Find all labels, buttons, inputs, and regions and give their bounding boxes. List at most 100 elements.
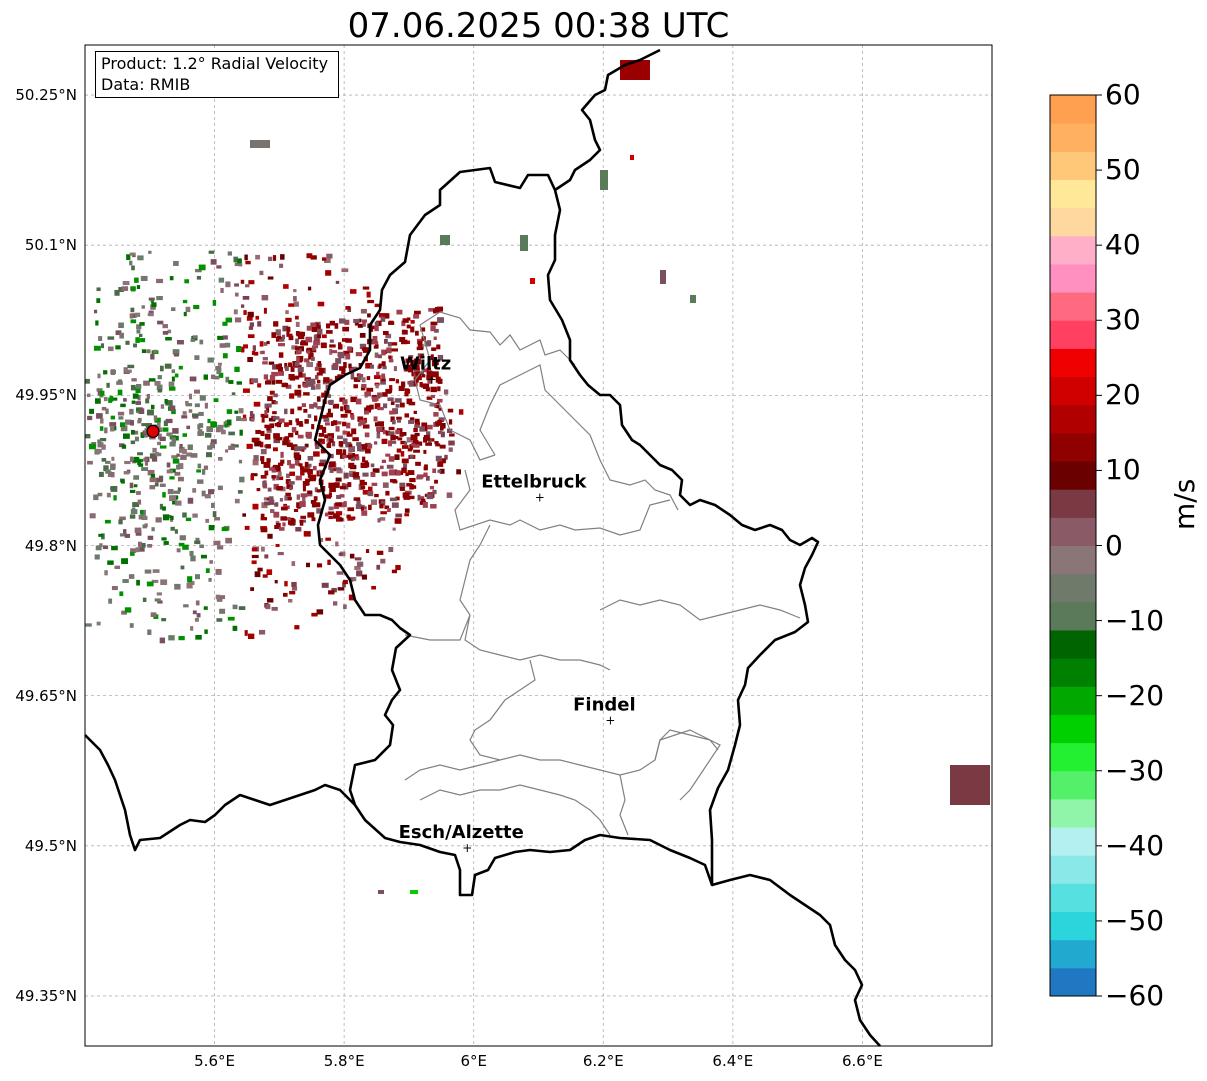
echo-pixel xyxy=(232,625,238,631)
echo-pixel xyxy=(130,384,136,391)
echo-pixel xyxy=(291,561,296,567)
echo-pixel xyxy=(103,465,109,472)
echo-pixel xyxy=(296,349,302,355)
echo-pixel xyxy=(335,467,342,471)
echo-pixel xyxy=(276,486,283,491)
echo-pixel xyxy=(358,318,362,323)
echo-pixel xyxy=(360,506,364,511)
echo-pixel xyxy=(87,460,93,465)
echo-pixel xyxy=(384,313,390,319)
echo-pixel xyxy=(249,322,254,327)
echo-pixel xyxy=(250,140,270,148)
echo-pixel xyxy=(141,467,149,471)
colorbar-segment xyxy=(1050,573,1096,603)
echo-pixel xyxy=(218,595,226,600)
echo-pixel xyxy=(437,386,441,392)
colorbar-segment xyxy=(1050,348,1096,378)
echo-pixel xyxy=(404,388,409,392)
echo-pixel xyxy=(343,472,349,479)
echo-pixel xyxy=(104,427,108,434)
echo-pixel xyxy=(131,378,137,382)
echo-pixel xyxy=(291,345,298,350)
echo-pixel xyxy=(137,452,143,456)
canton-line-remich xyxy=(619,774,629,836)
echo-pixel xyxy=(334,375,339,380)
echo-pixel xyxy=(259,270,264,276)
echo-pixel xyxy=(272,447,278,452)
echo-pixel xyxy=(310,322,317,327)
echo-pixel xyxy=(401,467,407,472)
echo-pixel xyxy=(147,312,154,316)
echo-pixel xyxy=(218,372,224,378)
echo-pixel xyxy=(156,477,163,483)
echo-pixel xyxy=(264,433,271,440)
echo-pixel xyxy=(326,443,330,448)
echo-pixel xyxy=(437,469,442,473)
echo-pixel xyxy=(420,383,428,388)
city-label: Wiltz xyxy=(400,353,451,374)
echo-pixel xyxy=(149,453,157,459)
echo-pixel xyxy=(145,398,150,404)
echo-pixel xyxy=(362,322,366,327)
echo-pixel xyxy=(329,339,334,343)
echo-pixel xyxy=(317,425,323,430)
echo-pixel xyxy=(291,586,298,591)
echo-pixel xyxy=(397,437,403,441)
echo-pixel xyxy=(376,432,381,439)
echo-pixel xyxy=(110,463,116,470)
echo-pixel xyxy=(413,314,420,319)
echo-pixel xyxy=(311,424,315,430)
colorbar-tick-label: 0 xyxy=(1105,528,1123,562)
echo-pixel xyxy=(406,317,411,321)
echo-pixel xyxy=(440,235,450,245)
echo-pixel xyxy=(241,417,247,422)
echo-pixel xyxy=(88,443,96,450)
echo-pixel xyxy=(448,440,455,446)
echo-pixel xyxy=(190,338,196,342)
echo-pixel xyxy=(281,382,289,388)
echo-pixel xyxy=(321,257,327,261)
echo-pixel xyxy=(135,312,141,317)
echo-pixel xyxy=(209,442,216,449)
echo-pixel xyxy=(427,424,433,430)
echo-pixel xyxy=(407,470,415,475)
echo-pixel xyxy=(210,259,217,265)
echo-pixel xyxy=(205,452,212,458)
echo-pixel xyxy=(288,335,294,341)
echo-pixel xyxy=(268,361,275,365)
echo-pixel xyxy=(154,482,159,487)
echo-pixel xyxy=(275,379,283,384)
echo-pixel xyxy=(201,468,206,475)
echo-pixel xyxy=(286,326,291,332)
echo-pixel xyxy=(156,592,162,596)
echo-pixel xyxy=(373,416,378,422)
echo-pixel xyxy=(374,321,379,326)
radar-echoes xyxy=(85,60,990,894)
echo-pixel xyxy=(346,422,351,429)
echo-pixel xyxy=(408,495,415,500)
echo-pixel xyxy=(192,488,197,493)
echo-pixel xyxy=(314,441,319,447)
echo-pixel xyxy=(193,304,200,310)
echo-pixel xyxy=(385,388,393,393)
echo-pixel xyxy=(159,365,164,372)
map-frame xyxy=(84,44,993,1047)
echo-pixel xyxy=(289,471,296,476)
echo-pixel xyxy=(335,280,340,284)
echo-pixel xyxy=(234,283,239,287)
echo-pixel xyxy=(364,407,371,413)
echo-pixel xyxy=(315,325,321,331)
echo-pixel xyxy=(380,316,386,322)
echo-pixel xyxy=(177,463,184,470)
echo-pixel xyxy=(381,471,388,477)
echo-pixel xyxy=(267,276,274,280)
colorbar-segment xyxy=(1050,376,1096,406)
echo-pixel xyxy=(416,346,424,351)
echo-pixel xyxy=(225,537,233,544)
colorbar-tick-label: −40 xyxy=(1105,828,1165,862)
echo-pixel xyxy=(421,374,426,378)
echo-pixel xyxy=(137,417,142,422)
echo-pixel xyxy=(404,413,410,418)
echo-pixel xyxy=(225,449,229,453)
echo-pixel xyxy=(148,378,156,382)
